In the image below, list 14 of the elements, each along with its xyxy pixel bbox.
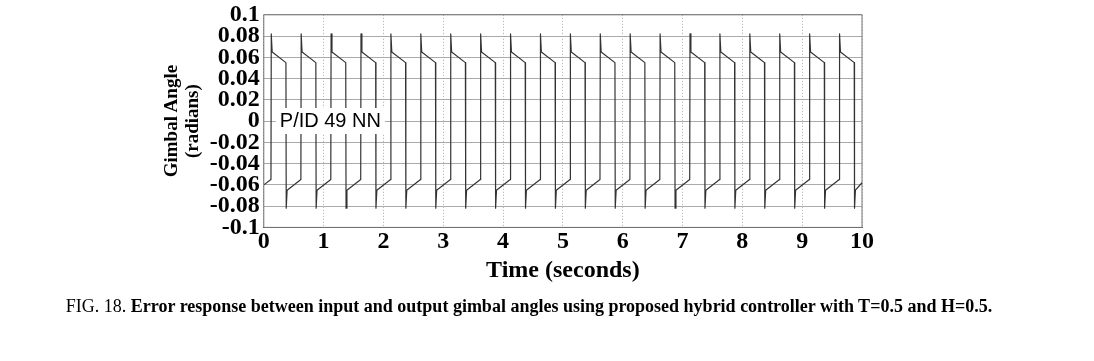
y-axis-title: Gimbal Angle (radians) <box>160 64 204 178</box>
x-tick-label: 2 <box>377 227 390 253</box>
x-tick-label: 7 <box>676 227 689 253</box>
x-tick-label: 9 <box>796 227 809 253</box>
x-tick-label: 3 <box>437 227 450 253</box>
caption: FIG. 18. Error response between input and output gimbal angles using proposed hybrid controller with T=0.5 and H=0.5. <box>65 296 993 316</box>
x-tick-label: 10 <box>850 227 874 253</box>
annotation: P/ID 49 NN <box>279 108 381 131</box>
x-tick-label: 5 <box>556 227 569 253</box>
x-axis-title: Time (seconds) <box>486 255 640 282</box>
x-tick-label: 8 <box>736 227 749 253</box>
x-tick-label: 4 <box>497 227 510 253</box>
x-tick-label: 1 <box>317 227 330 253</box>
x-tick-label: 6 <box>616 227 629 253</box>
